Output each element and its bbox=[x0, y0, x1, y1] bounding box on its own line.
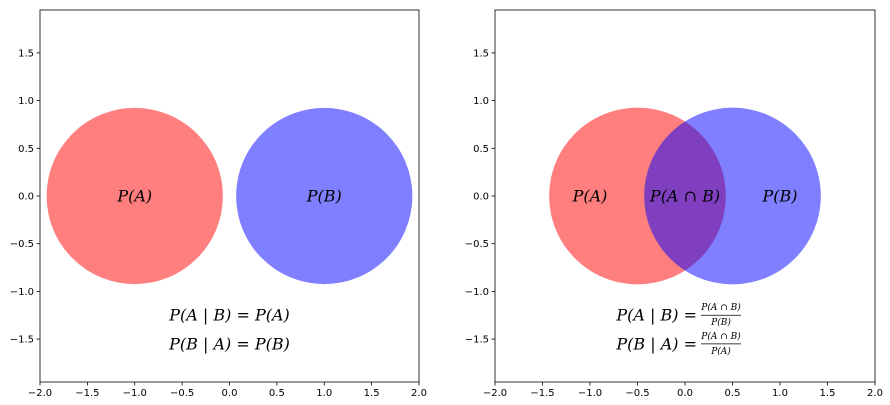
panel-dependent-events: −2.0 −1.5 −1.0 −0.5 0.0 0.5 1.0 1.5 2.0 1.5 1.0 0.5… bbox=[465, 9, 883, 399]
y-tick-label: 1.0 bbox=[473, 96, 489, 107]
y-tick-label: −1.0 bbox=[465, 287, 489, 298]
x-tick-label: 0.0 bbox=[677, 388, 693, 399]
y-tick-label: 0.5 bbox=[18, 144, 34, 155]
fraction-numerator: P(A ∩ B) bbox=[700, 331, 741, 342]
y-tick-label: −1.0 bbox=[10, 287, 34, 298]
y-tick-label: −1.5 bbox=[465, 335, 489, 346]
fraction-numerator: P(A ∩ B) bbox=[700, 302, 741, 313]
y-tick-label: −0.5 bbox=[10, 239, 34, 250]
x-tick-label: −1.0 bbox=[123, 388, 147, 399]
y-tick-label: 1.5 bbox=[18, 48, 34, 59]
circle-b bbox=[236, 107, 413, 285]
x-tick-label: 1.0 bbox=[772, 388, 788, 399]
label-pb: P(B) bbox=[306, 187, 342, 206]
panel-independent-events: −2.0 −1.5 −1.0 −0.5 0.0 0.5 1.0 1.5 2.0 1.5 1.0 0.5… bbox=[10, 9, 427, 399]
formula-lhs: P(B | A) = bbox=[615, 334, 697, 353]
label-pa: P(A) bbox=[116, 187, 152, 206]
label-pb: P(B) bbox=[761, 187, 797, 206]
x-tick-label: −0.5 bbox=[625, 388, 649, 399]
fraction-denominator: P(B) bbox=[710, 317, 731, 328]
x-tick-label: 1.0 bbox=[316, 388, 332, 399]
x-tick-label: −2.0 bbox=[28, 388, 52, 399]
x-tick-label: −2.0 bbox=[483, 388, 507, 399]
x-tick-label: 2.0 bbox=[867, 388, 883, 399]
x-tick-label: −1.0 bbox=[578, 388, 602, 399]
y-tick-label: 0.5 bbox=[473, 144, 489, 155]
y-tick-label: 0.0 bbox=[473, 192, 489, 203]
y-tick-label: 0.0 bbox=[18, 192, 34, 203]
y-tick-label: 1.5 bbox=[473, 48, 489, 59]
formula-pb-given-a: P(B | A) = P(A ∩ B) P(A) bbox=[615, 331, 741, 357]
label-pab: P(A ∩ B) bbox=[649, 187, 720, 206]
x-tick-label: 0.5 bbox=[725, 388, 741, 399]
x-tick-label: 2.0 bbox=[411, 388, 427, 399]
x-tick-label: −1.5 bbox=[530, 388, 554, 399]
circle-a bbox=[46, 107, 223, 285]
x-tick-label: −0.5 bbox=[170, 388, 194, 399]
x-tick-label: 1.5 bbox=[364, 388, 380, 399]
x-tick-label: 1.5 bbox=[820, 388, 836, 399]
y-tick-label: 1.0 bbox=[18, 96, 34, 107]
formula-pa-given-b: P(A | B) = P(A ∩ B) P(B) bbox=[615, 302, 741, 328]
y-tick-label: −0.5 bbox=[465, 239, 489, 250]
formula-pa-given-b: P(A | B) = P(A) bbox=[168, 306, 290, 325]
x-tick-label: 0.0 bbox=[222, 388, 238, 399]
x-tick-label: −1.5 bbox=[75, 388, 99, 399]
label-pa: P(A) bbox=[572, 187, 608, 206]
circle-b bbox=[644, 107, 821, 285]
fraction-denominator: P(A) bbox=[710, 346, 731, 357]
x-tick-label: 0.5 bbox=[269, 388, 285, 399]
y-tick-label: −1.5 bbox=[10, 335, 34, 346]
formula-lhs: P(A | B) = bbox=[615, 306, 697, 325]
formula-pb-given-a: P(B | A) = P(B) bbox=[168, 334, 290, 353]
